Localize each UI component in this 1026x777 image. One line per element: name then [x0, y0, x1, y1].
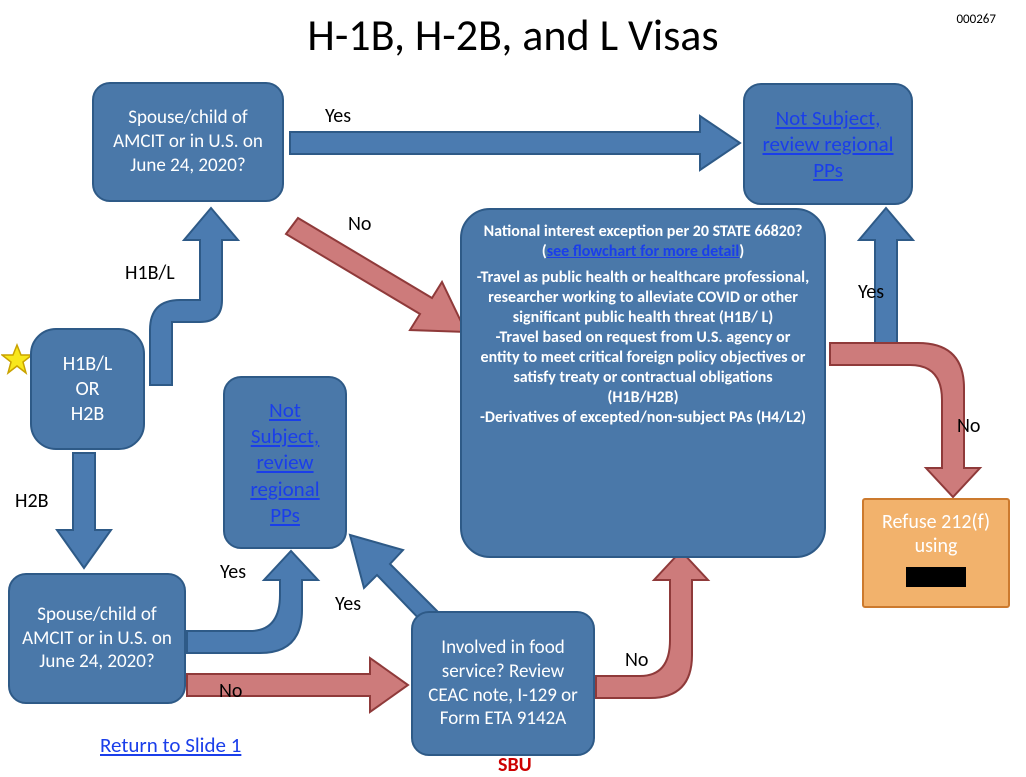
not-subject-mid-node[interactable]: Not Subject, review regional PPs: [223, 376, 347, 549]
return-to-slide-1-link[interactable]: Return to Slide 1: [100, 732, 241, 758]
label-yes-mid-left: Yes: [220, 560, 246, 584]
label-h1bl: H1B/L: [125, 261, 175, 285]
label-no-food: No: [625, 648, 648, 672]
sbu-label: SBU: [498, 753, 532, 777]
redacted-block: [906, 567, 966, 587]
page-title: H-1B, H-2B, and L Visas: [0, 8, 1026, 62]
label-yes-mid-arrow: Yes: [335, 592, 361, 616]
label-h2b: H2B: [15, 489, 48, 513]
label-no-diag: No: [348, 212, 371, 236]
not-subject-mid-link: Not Subject, review regional PPs: [235, 397, 335, 528]
label-no-bottom: No: [219, 679, 242, 703]
refuse-text: Refuse 212(f) using: [864, 510, 1008, 558]
label-yes-right: Yes: [858, 280, 884, 304]
spouse-top-node: Spouse/child of AMCIT or in U.S. on June…: [92, 82, 284, 202]
food-service-node: Involved in food service? Review CEAC no…: [411, 611, 595, 756]
spouse-bottom-node: Spouse/child of AMCIT or in U.S. on June…: [8, 573, 186, 704]
not-subject-top-node[interactable]: Not Subject, review regional PPs: [743, 83, 913, 205]
document-number: 000267: [956, 12, 996, 27]
label-yes-top: Yes: [325, 104, 351, 128]
label-no-right: No: [957, 414, 980, 438]
national-interest-node: National interest exception per 20 STATE…: [460, 208, 826, 558]
star-icon: [1, 343, 33, 375]
refuse-node: Refuse 212(f) using: [862, 498, 1010, 608]
ni-flowchart-link[interactable]: see flowchart for more detail: [547, 242, 740, 261]
ni-post: ): [739, 242, 744, 261]
start-node: H1B/L OR H2B: [30, 328, 145, 450]
ni-body: -Travel as public health or healthcare p…: [476, 268, 810, 428]
not-subject-top-link: Not Subject, review regional PPs: [755, 105, 901, 184]
